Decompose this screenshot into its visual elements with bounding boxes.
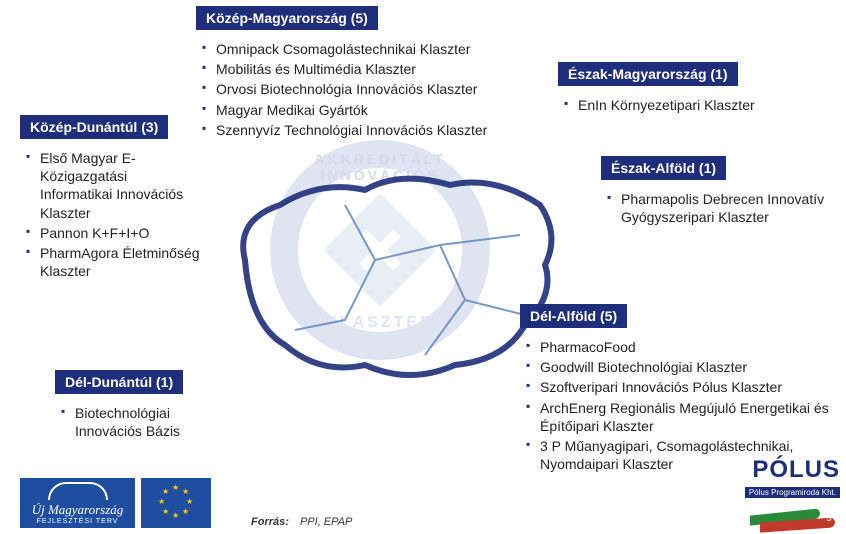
region-item-list: PharmacoFood Goodwill Biotechnológiai Kla… [520,338,830,473]
region-item-list: Omnipack Csomagolástechnikai Klaszter Mob… [196,40,546,139]
source-label: Forrás: [251,516,289,528]
page-number: 9 [826,512,832,524]
polus-title: PÓLUS [745,458,840,482]
region-label: Közép-Dunántúl (3) [20,115,168,139]
region-label: Közép-Magyarország (5) [196,6,378,30]
region-kozep-dunantul: Közép-Dunántúl (3) Első Magyar E-Közigazg… [20,115,200,282]
list-item: Szennyvíz Technológiai Innovációs Klaszt… [202,121,546,139]
list-item: PharmacoFood [526,338,830,356]
list-item: Szoftveripari Innovációs Pólus Klaszter [526,378,830,396]
region-del-dunantul: Dél-Dunántúl (1) Biotechnológiai Innováci… [55,370,235,442]
list-item: Mobilitás és Multimédia Klaszter [202,60,546,78]
list-item: Magyar Medikai Gyártók [202,101,546,119]
region-label: Dél-Alföld (5) [520,304,627,328]
list-item: Pannon K+F+I+O [26,224,200,242]
region-item-list: Első Magyar E-Közigazgatási Informatikai… [20,149,200,280]
source-citation: Forrás: PPI, EPAP [251,516,352,528]
uj-magyarorszag-logo: Új Magyarország FEJLESZTÉSI TERV [20,478,135,528]
polus-logo: PÓLUS Pólus Programiroda Kht. 9 [745,458,840,530]
region-label: Észak-Magyarország (1) [558,62,738,86]
list-item: Pharmapolis Debrecen Innovatív Gyógyszer… [607,190,831,226]
region-eszak-magyarorszag: Észak-Magyarország (1) EnIn Környezetipar… [558,62,818,116]
list-item: Omnipack Csomagolástechnikai Klaszter [202,40,546,58]
list-item: Biotechnológiai Innovációs Bázis [61,404,235,440]
region-item-list: Biotechnológiai Innovációs Bázis [55,404,235,440]
source-value: PPI, EPAP [300,516,352,528]
region-item-list: EnIn Környezetipari Klaszter [558,96,818,114]
list-item: Goodwill Biotechnológiai Klaszter [526,358,830,376]
list-item: EnIn Környezetipari Klaszter [564,96,818,114]
logo-line1: Új Magyarország [32,502,124,518]
region-eszak-alfold: Észak-Alföld (1) Pharmapolis Debrecen Inn… [601,156,831,228]
list-item: Orvosi Biotechnológia Innovációs Klaszte… [202,80,546,98]
list-item: Első Magyar E-Közigazgatási Informatikai… [26,149,200,222]
list-item: ArchEnerg Regionális Megújuló Energetika… [526,399,830,435]
region-label: Észak-Alföld (1) [601,156,726,180]
region-item-list: Pharmapolis Debrecen Innovatív Gyógyszer… [601,190,831,226]
footer-logos: Új Magyarország FEJLESZTÉSI TERV ★ ★ ★ ★… [20,478,211,528]
eu-stars-icon: ★ ★ ★ ★ ★ ★ ★ ★ [158,485,194,521]
hungary-map [225,150,565,400]
list-item: PharmAgora Életminőség Klaszter [26,244,200,280]
polus-subtitle: Pólus Programiroda Kht. [745,487,840,498]
region-del-alfold: Dél-Alföld (5) PharmacoFood Goodwill Biote… [520,304,830,475]
logo-line2: FEJLESZTÉSI TERV [37,518,119,525]
footer: Új Magyarország FEJLESZTÉSI TERV ★ ★ ★ ★… [20,478,836,528]
eu-flag-logo: ★ ★ ★ ★ ★ ★ ★ ★ [141,478,211,528]
region-kozep-magyarorszag: Közép-Magyarország (5) Omnipack Csomagolá… [196,6,546,141]
region-label: Dél-Dunántúl (1) [55,370,183,394]
logo-arc-icon [48,482,108,500]
